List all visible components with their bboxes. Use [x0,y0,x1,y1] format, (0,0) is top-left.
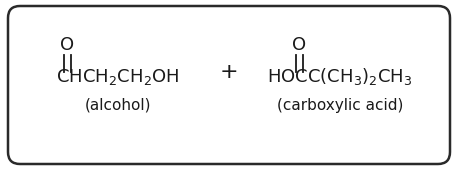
Text: CHCH$_2$CH$_2$OH: CHCH$_2$CH$_2$OH [56,67,180,87]
Text: HOCC(CH$_3$)$_2$CH$_3$: HOCC(CH$_3$)$_2$CH$_3$ [267,66,413,87]
FancyBboxPatch shape [8,6,450,164]
Text: +: + [220,62,238,82]
Text: (carboxylic acid): (carboxylic acid) [277,98,403,113]
Text: O: O [292,36,306,54]
Text: (alcohol): (alcohol) [85,98,151,113]
Text: O: O [60,36,74,54]
